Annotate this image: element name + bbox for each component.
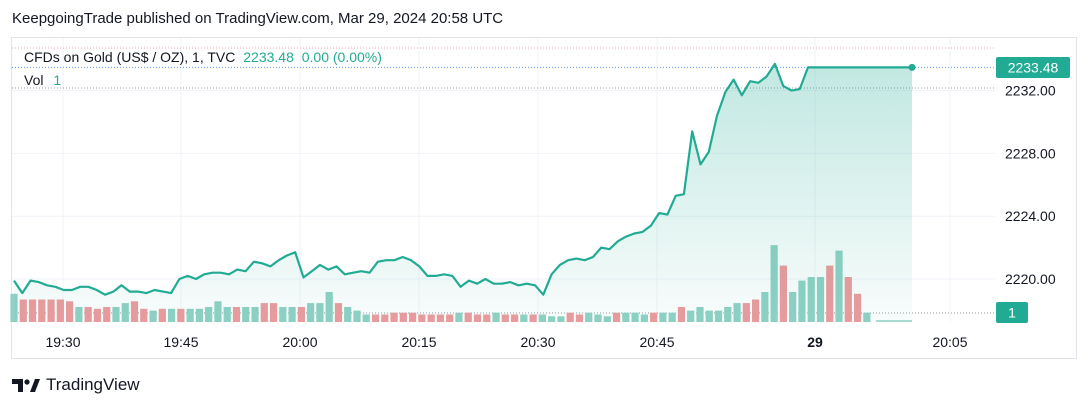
legend-symbol-row: CFDs on Gold (US$ / OZ), 1, TVC 2233.48 …: [24, 47, 382, 70]
x-tick-label: 19:45: [163, 334, 198, 350]
legend-last-price: 2233.48: [243, 49, 294, 65]
volume-bar: [10, 293, 18, 322]
legend-change: 0.00 (0.00%): [301, 49, 382, 65]
y-tick-label: 2224.00: [1005, 208, 1056, 224]
y-tick-label: 2228.00: [1005, 145, 1056, 161]
y-tick-label: 2220.00: [1005, 271, 1056, 287]
price-badge: [996, 57, 1070, 78]
footer-brand: TradingView: [12, 375, 140, 395]
tradingview-logo-icon: [12, 379, 40, 392]
x-tick-label: 19:30: [45, 334, 80, 350]
publisher-line: KeepgoingTrade published on TradingView.…: [12, 10, 504, 27]
chart-frame: [11, 37, 1077, 359]
x-tick-label: 29: [807, 334, 823, 350]
tradingview-wordmark[interactable]: TradingView: [46, 375, 140, 394]
last-price-dot: [908, 63, 916, 71]
legend-symbol[interactable]: CFDs on Gold (US$ / OZ), 1, TVC: [24, 49, 236, 65]
price-badge-label: 2233.48: [1008, 60, 1059, 76]
x-tick-label: 20:05: [932, 334, 967, 350]
volume-badge-label: 1: [1008, 305, 1016, 321]
volume-badge: [996, 302, 1028, 323]
x-tick-label: 20:45: [639, 334, 674, 350]
chart-legend: CFDs on Gold (US$ / OZ), 1, TVC 2233.48 …: [24, 47, 382, 93]
x-tick-label: 20:00: [282, 334, 317, 350]
x-tick-label: 20:15: [401, 334, 436, 350]
legend-volume-label[interactable]: Vol: [24, 72, 44, 88]
price-area: [14, 63, 912, 323]
legend-volume-value: 1: [53, 72, 62, 88]
price-line[interactable]: [13, 62, 912, 296]
x-tick-label: 20:30: [520, 334, 555, 350]
y-tick-label: 2232.00: [1005, 83, 1056, 99]
legend-volume-row: Vol 1: [24, 70, 382, 93]
